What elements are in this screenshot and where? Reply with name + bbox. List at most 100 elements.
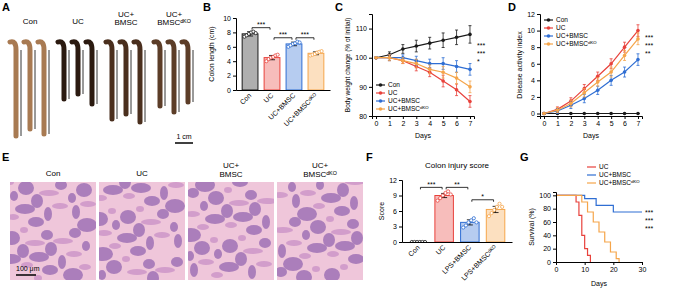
tick-mark (389, 116, 390, 119)
marker (623, 70, 627, 74)
marker (542, 112, 546, 116)
tissue-cell (232, 182, 248, 187)
error-bar (610, 67, 613, 77)
colon (106, 42, 112, 119)
tick: 4 (428, 116, 432, 127)
legend-entry: Con (556, 16, 568, 23)
histology-image (277, 182, 363, 280)
marker (556, 108, 560, 112)
marker (441, 79, 445, 83)
tick: UC (262, 90, 274, 104)
tick-mark (537, 31, 540, 32)
tissue-cell (52, 203, 68, 209)
significance: ** (645, 50, 651, 57)
tissue-cell (39, 190, 59, 196)
significance: ** (454, 181, 460, 188)
tick-mark (399, 242, 402, 243)
significance: *** (301, 31, 309, 38)
axis-title: Body weight change (% of initial) (344, 18, 352, 112)
tissue-cell (146, 236, 154, 250)
tissue (188, 182, 274, 280)
tissue-cell (200, 201, 208, 211)
data-point (276, 53, 279, 56)
marker (401, 59, 405, 63)
tissue-cell (259, 238, 271, 248)
tissue-cell (334, 206, 350, 216)
panel-letter: C (335, 1, 343, 13)
legend-swatch (587, 166, 596, 167)
scale-bar-label: 100 μm (16, 265, 40, 273)
tick-label: 7 (637, 120, 641, 127)
data-point (487, 215, 490, 218)
tissue-cell (53, 238, 73, 244)
chart-title: Colon injury score (425, 161, 490, 170)
tick-label: 4 (596, 120, 600, 127)
error-bar (388, 55, 391, 61)
tick-label: 5 (442, 120, 446, 127)
ruler-line (35, 50, 36, 129)
marker (596, 88, 600, 92)
ruler-line (97, 50, 98, 104)
tick: UC+BMSCᵈᴷᴼ (283, 90, 319, 128)
series-line (376, 34, 470, 57)
tissue-cell (278, 244, 286, 258)
tick-mark (537, 14, 540, 15)
tick-label: UC (434, 244, 446, 256)
tick: 3 (583, 116, 587, 127)
colon (168, 42, 174, 112)
marker (623, 45, 627, 49)
marker (374, 56, 378, 60)
significance: *** (279, 31, 287, 38)
error-bar (388, 55, 391, 61)
error-bar (442, 66, 445, 78)
data-point (490, 211, 493, 214)
group-label: BMSCᵈᴷᴼ (157, 18, 191, 27)
significance: *** (645, 34, 653, 41)
error-bar (636, 33, 639, 45)
tissue-cell (246, 225, 262, 235)
tick-label: 20 (610, 266, 618, 273)
tissue-cell (120, 210, 136, 224)
tissue-cell (157, 209, 169, 219)
tick-mark (369, 29, 372, 30)
axis-line (553, 193, 557, 263)
marker (623, 112, 627, 116)
tissue-cell (190, 263, 198, 277)
tissue-cell (99, 247, 113, 261)
tick-label: 6 (623, 120, 627, 127)
tick-label: 12 (527, 11, 535, 18)
tissue-cell (296, 270, 312, 280)
tick: 0 (393, 239, 402, 246)
data-point (472, 217, 475, 220)
tick-mark (399, 227, 402, 228)
tick: 40 (543, 232, 556, 239)
tick-mark (613, 262, 614, 265)
histology-image (99, 182, 185, 280)
significance: *** (645, 209, 653, 216)
ruler-line (193, 50, 194, 102)
tissue-cell (210, 237, 218, 243)
legend-entry: UC+BMSCᵈᴷᴼ (388, 105, 429, 112)
error-bar (468, 81, 471, 93)
tick-label: 10 (581, 266, 589, 273)
tick: 6 (455, 116, 459, 127)
data-point (298, 41, 301, 44)
tissue-cell (99, 212, 108, 226)
tick: 0 (375, 116, 379, 127)
tissue-cell (312, 266, 320, 272)
marker (401, 59, 405, 63)
tissue-cell (136, 206, 144, 212)
legend-entry: Con (388, 81, 400, 88)
tissue-cell (208, 191, 224, 205)
data-point (447, 190, 450, 193)
marker (542, 112, 546, 116)
tick-mark (585, 262, 586, 265)
tick-label: 80 (543, 205, 551, 212)
group-label: UC (72, 17, 84, 26)
tick-mark (557, 116, 558, 119)
tick-mark (553, 235, 556, 236)
significance: *** (645, 42, 653, 49)
tick: 1 (556, 116, 560, 127)
tissue-cell (147, 271, 159, 280)
marker (468, 85, 472, 89)
